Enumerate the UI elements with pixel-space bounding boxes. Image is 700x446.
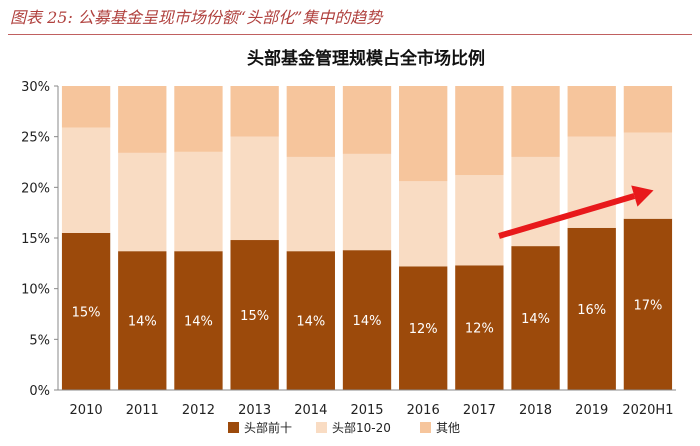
bars-group: 15% 14% 14% 15% 14% 14% 12% 12% 14% 16% 17%: [61, 86, 673, 390]
bar-value-label: 14%: [184, 315, 213, 330]
bar-segment-s1: [399, 266, 448, 390]
y-tick-label: 5%: [29, 333, 50, 348]
bar-segment-s1: [511, 246, 560, 390]
legend-swatch: [420, 422, 431, 433]
bar-value-label: 15%: [240, 309, 269, 324]
figure-title-rule: [8, 34, 692, 35]
bar-segment-s3: [342, 86, 392, 154]
x-axis: 2010 2011 2012 2013 2014 2015 2016 2017 2018 2019…: [58, 389, 676, 418]
bar-segment-s1: [118, 251, 167, 390]
y-tick-label: 0%: [29, 384, 50, 399]
x-tick-label: 2011: [126, 403, 159, 418]
bar-segment-s1: [342, 250, 392, 390]
bar-segment-s1: [286, 251, 335, 390]
bar-segment-s3: [286, 86, 335, 157]
bar-segment-s3: [61, 86, 111, 128]
legend-swatch: [316, 422, 327, 433]
bar-value-label: 14%: [128, 315, 157, 330]
bar-value-label: 12%: [465, 322, 494, 337]
x-tick-label: 2013: [238, 403, 271, 418]
y-tick-label: 30%: [21, 80, 50, 95]
legend-swatch: [228, 422, 239, 433]
bar-segment-s2: [174, 151, 223, 252]
x-tick-label: 2016: [407, 403, 440, 418]
x-tick-label: 2015: [350, 403, 383, 418]
legend-label: 头部前十: [244, 420, 292, 435]
bar-segment-s3: [118, 86, 167, 153]
bar-segment-s3: [399, 86, 448, 182]
bar-segment-s2: [455, 175, 504, 266]
x-tick-label: 2014: [294, 403, 327, 418]
bar-segment-s2: [286, 156, 335, 252]
y-axis: 0% 5% 10% 15% 20% 25% 30%: [21, 80, 59, 399]
bar-segment-s1: [567, 227, 616, 390]
bar-segment-s3: [174, 86, 223, 152]
bar-value-label: 14%: [353, 314, 382, 329]
figure-title: 图表 25: 公募基金呈现市场份额“头部化”集中的趋势: [10, 8, 383, 27]
x-tick-label: 2020H1: [622, 403, 673, 418]
x-tick-label: 2010: [70, 403, 103, 418]
trend-arrow-head: [631, 185, 654, 207]
x-tick-label: 2017: [463, 403, 496, 418]
bar-segment-s3: [455, 86, 504, 176]
bar-segment-s1: [623, 218, 673, 390]
legend-label: 头部10-20: [332, 420, 391, 435]
bar-value-label: 12%: [409, 322, 438, 337]
y-tick-label: 20%: [21, 181, 50, 196]
bar-segment-s2: [623, 132, 673, 219]
bar-segment-s3: [623, 86, 673, 133]
bar-value-label: 16%: [577, 303, 606, 318]
bar-segment-s2: [61, 127, 111, 233]
bar-value-label: 14%: [521, 312, 550, 327]
bar-value-label: 17%: [633, 298, 662, 313]
trend-annotation: [498, 185, 654, 239]
bar-segment-s1: [455, 265, 504, 390]
bar-segment-s3: [230, 86, 279, 137]
x-tick-label: 2012: [182, 403, 215, 418]
y-tick-label: 25%: [21, 131, 50, 146]
bar-segment-s1: [174, 251, 223, 390]
legend: 头部前十 头部10-20 其他: [228, 420, 460, 435]
x-tick-label: 2018: [519, 403, 552, 418]
bar-segment-s2: [230, 136, 279, 241]
bar-value-label: 15%: [72, 305, 101, 320]
y-tick-label: 15%: [21, 232, 50, 247]
bar-segment-s2: [118, 152, 167, 252]
legend-label: 其他: [436, 421, 460, 435]
bar-value-label: 14%: [296, 315, 325, 330]
bar-segment-s3: [511, 86, 560, 157]
y-tick-label: 10%: [21, 283, 50, 298]
chart-title: 头部基金管理规模占全市场比例: [247, 48, 485, 69]
bar-segment-s1: [230, 240, 279, 390]
x-tick-label: 2019: [575, 403, 608, 418]
bar-segment-s2: [342, 153, 392, 251]
bar-segment-s1: [61, 232, 111, 390]
bar-segment-s3: [567, 86, 616, 137]
bar-segment-s2: [399, 181, 448, 267]
trend-arrow-shaft: [498, 193, 636, 239]
